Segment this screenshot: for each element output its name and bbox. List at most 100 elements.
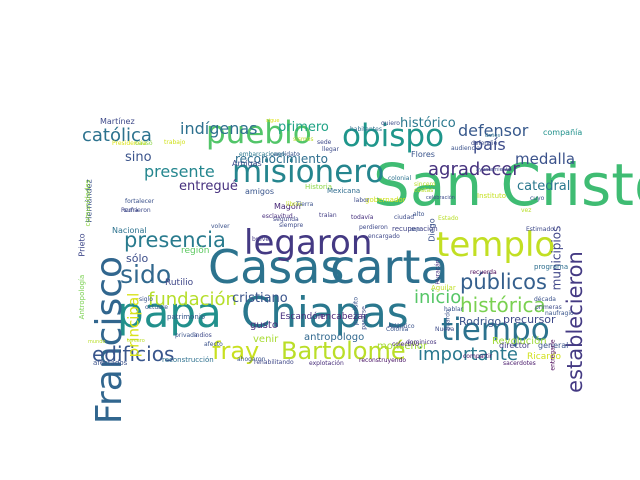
word-libros: libros bbox=[286, 201, 302, 208]
word-vez: vez bbox=[521, 207, 531, 214]
word-agradecer: agradecer bbox=[428, 159, 520, 180]
word-explotacion: explotación bbox=[309, 360, 344, 367]
word-municipios: municipios bbox=[550, 226, 564, 291]
word-indios: indios bbox=[194, 332, 212, 339]
word-afecto: afecto bbox=[204, 341, 223, 348]
word-perdieron: perdieron bbox=[359, 224, 388, 231]
word-importante: importante bbox=[418, 344, 518, 365]
word-celebracion: celebración bbox=[426, 194, 455, 201]
word-rutilio: Rutilio bbox=[165, 278, 194, 288]
word-colectivo: colectivo bbox=[392, 341, 419, 348]
word-primeras: primeras bbox=[535, 304, 562, 311]
word-reconstruccion: reconstrucción bbox=[162, 356, 214, 364]
word-embarcaciones: embarcaciones bbox=[239, 151, 285, 158]
word-establecieron: establecieron bbox=[563, 251, 587, 393]
word-aguilar: Aguilar bbox=[431, 284, 456, 292]
word-todavia: todavía bbox=[351, 214, 374, 221]
word-flores: Flores bbox=[411, 150, 435, 159]
word-sismos: sismos bbox=[293, 136, 314, 143]
word-mexicana: Mexicana bbox=[327, 187, 360, 195]
word-papa: papa bbox=[117, 288, 222, 337]
word-entregue: entregué bbox=[179, 179, 238, 194]
word-audiencia: audiencia bbox=[451, 145, 480, 152]
word-dominicos: dominicos bbox=[406, 339, 437, 346]
word-cristiano: cristiano bbox=[232, 291, 288, 306]
word-quiero: quiero bbox=[381, 120, 400, 127]
word-sino: sino bbox=[125, 150, 152, 165]
word-traian: traían bbox=[319, 212, 337, 219]
word-presencia: presencia bbox=[124, 228, 226, 252]
word-obispo: obispo bbox=[342, 118, 444, 154]
word-antropologo: antropólogo bbox=[304, 331, 364, 343]
word-causo: causó bbox=[135, 140, 153, 147]
word-encargado: encargado bbox=[368, 233, 400, 240]
word-rehabilitando: rehabilitando bbox=[254, 359, 294, 366]
word-nacional: Nacional bbox=[112, 226, 147, 235]
word-monsenor: monseñor bbox=[377, 341, 428, 352]
word-general: general bbox=[538, 341, 568, 350]
word-encabezar: encabezar bbox=[320, 312, 367, 322]
word-privada: privada bbox=[175, 332, 198, 339]
word-bartolome: Bartolomé bbox=[281, 337, 406, 365]
word-defendio: defendió bbox=[471, 140, 498, 147]
word-danos: daños bbox=[485, 133, 500, 139]
word-tercero: tercero bbox=[127, 338, 145, 344]
word-templo: templo bbox=[436, 225, 555, 265]
word-defensor: defensor bbox=[458, 121, 529, 140]
word-recuerda: recuerda bbox=[470, 269, 497, 276]
word-antropologia: Antropología bbox=[78, 275, 86, 320]
word-publicos: públicos bbox=[460, 270, 547, 294]
word-sido: sido bbox=[120, 260, 171, 289]
word-presidencia: Presidencia bbox=[112, 140, 147, 147]
word-historia: Historia bbox=[305, 183, 332, 191]
word-san-cristobal: San Cristóbal bbox=[373, 151, 640, 219]
word-ahogaron: ahogaron bbox=[237, 356, 266, 363]
word-estimado: Estimado bbox=[526, 226, 554, 233]
word-pueblo: pueblo bbox=[206, 115, 312, 151]
word-sincero: sincero bbox=[414, 181, 436, 188]
word-segunda: segunda bbox=[273, 216, 299, 223]
word-hernandez: Hernández bbox=[85, 179, 94, 222]
word-ciudad: ciudad bbox=[394, 214, 414, 221]
word-compartir: compartir bbox=[463, 353, 493, 360]
word-carta: carta bbox=[330, 240, 449, 294]
word-cuyo: cuyo bbox=[530, 195, 545, 202]
word-historico: histórico bbox=[400, 116, 456, 131]
word-primero: primero bbox=[278, 120, 329, 135]
word-gobernador: gobernador bbox=[365, 196, 406, 204]
word-director: director bbox=[499, 341, 531, 350]
word-colonial: colonial bbox=[388, 175, 411, 182]
word-casas: Casas bbox=[208, 240, 344, 294]
word-huracan: Huracán bbox=[435, 259, 442, 284]
word-reconocimiento: reconocimiento bbox=[235, 152, 328, 166]
word-ayuntamiento: ayuntamiento bbox=[476, 167, 511, 173]
word-reconstruyendo: reconstruyendo bbox=[359, 357, 406, 364]
word-edificios: edificios bbox=[92, 342, 174, 366]
word-nueva: Nueva bbox=[435, 326, 455, 333]
word-labor: labor bbox=[354, 197, 370, 204]
word-tierra: Tierra bbox=[295, 201, 314, 208]
word-colonia: Colonia bbox=[386, 326, 409, 333]
word-indigenas: indígenas bbox=[180, 119, 257, 138]
word-trabajo: trabajo bbox=[164, 139, 186, 146]
word-proposito: propósito bbox=[353, 297, 360, 325]
word-fortalecer: fortalecer bbox=[125, 198, 155, 205]
word-magon: Magón bbox=[274, 201, 301, 211]
word-catedral: catedral bbox=[517, 179, 570, 194]
word-tiempo: tiempo bbox=[441, 312, 550, 348]
word-programa: programa bbox=[534, 263, 568, 271]
word-guardo: guardo bbox=[445, 309, 452, 330]
word-decada: década bbox=[534, 296, 556, 303]
word-afectados: afectados bbox=[93, 359, 128, 367]
word-precursor: precursor bbox=[503, 313, 556, 326]
word-sacerdotes: sacerdotes bbox=[503, 360, 536, 367]
word-fray: fray bbox=[212, 337, 259, 365]
word-hablar: hablar bbox=[444, 306, 464, 313]
word-gusto: gusto bbox=[250, 320, 278, 331]
word-pasarse: pasarse bbox=[361, 306, 368, 330]
word-entregarle: entregarle bbox=[550, 339, 557, 370]
word-comunidades: comunidades bbox=[84, 179, 92, 226]
word-pais: país bbox=[473, 135, 506, 154]
word-misionero: misionero bbox=[232, 154, 384, 190]
word-mundo: mundo bbox=[88, 339, 105, 345]
